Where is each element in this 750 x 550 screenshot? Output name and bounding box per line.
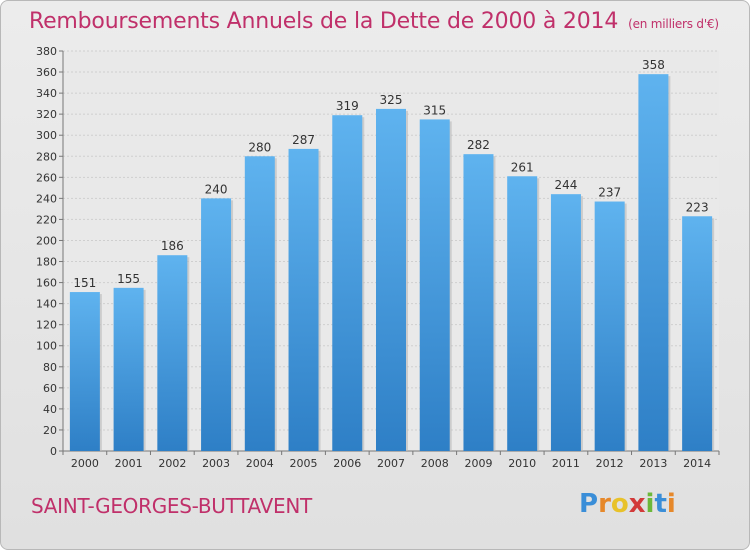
bar-2010 bbox=[507, 176, 538, 451]
value-label-2010: 261 bbox=[511, 160, 534, 174]
bar-2008 bbox=[419, 119, 450, 451]
bar-2011 bbox=[550, 194, 581, 451]
x-tick-label-2006: 2006 bbox=[333, 457, 361, 470]
x-tick-label-2002: 2002 bbox=[158, 457, 186, 470]
logo-letter: i bbox=[645, 489, 655, 519]
y-tick-label: 140 bbox=[36, 298, 57, 311]
bar-2001 bbox=[113, 287, 144, 451]
value-labels: 151 155 186 240 280 287 319 325 315 282 261 244 237 3… bbox=[73, 58, 708, 290]
y-tick-label: 300 bbox=[36, 129, 57, 142]
chart-title-text: Remboursements Annuels de la Dette de 20… bbox=[29, 9, 619, 34]
bar-2013 bbox=[638, 74, 669, 451]
logo-letter: P bbox=[579, 489, 599, 519]
tick-labels: 0 20 40 60 80 100 120 140 160 180 200 220 240 260 280 3… bbox=[36, 45, 711, 470]
x-tick-label-2003: 2003 bbox=[202, 457, 230, 470]
y-tick-label: 380 bbox=[36, 45, 57, 58]
y-tick-label: 280 bbox=[36, 150, 57, 163]
x-tick-label-2001: 2001 bbox=[115, 457, 143, 470]
y-tick-label: 180 bbox=[36, 256, 57, 269]
bars bbox=[69, 74, 715, 452]
x-tick-label-2005: 2005 bbox=[290, 457, 318, 470]
bar-2012 bbox=[594, 201, 625, 451]
logo-letter: r bbox=[598, 489, 611, 519]
value-label-2002: 186 bbox=[161, 239, 184, 253]
y-tick-label: 120 bbox=[36, 319, 57, 332]
value-label-2006: 319 bbox=[336, 99, 359, 113]
x-tick-label-2012: 2012 bbox=[596, 457, 624, 470]
value-label-2009: 282 bbox=[467, 138, 490, 152]
value-label-2000: 151 bbox=[73, 276, 96, 290]
y-tick-label: 220 bbox=[36, 213, 57, 226]
x-tick-label-2010: 2010 bbox=[508, 457, 536, 470]
value-label-2007: 325 bbox=[380, 93, 403, 107]
x-tick-label-2004: 2004 bbox=[246, 457, 274, 470]
logo-letter: x bbox=[628, 489, 646, 519]
y-tick-label: 240 bbox=[36, 192, 57, 205]
commune-name: SAINT-GEORGES-BUTTAVENT bbox=[31, 494, 312, 518]
x-tick-label-2013: 2013 bbox=[639, 457, 667, 470]
x-tick-label-2000: 2000 bbox=[71, 457, 99, 470]
bar-2006 bbox=[332, 115, 363, 452]
y-tick-label: 340 bbox=[36, 87, 57, 100]
bar-2005 bbox=[288, 148, 319, 452]
bar-2000 bbox=[69, 292, 100, 451]
value-label-2012: 237 bbox=[598, 186, 621, 200]
x-tick-label-2008: 2008 bbox=[421, 457, 449, 470]
x-tick-label-2007: 2007 bbox=[377, 457, 405, 470]
bar-2002 bbox=[157, 255, 188, 451]
value-label-2004: 280 bbox=[248, 140, 271, 154]
bar-chart: 151 155 186 240 280 287 319 325 315 282 261 244 237 3… bbox=[36, 45, 720, 470]
y-tick-label: 320 bbox=[36, 108, 57, 121]
y-tick-label: 160 bbox=[36, 277, 57, 290]
bar-2003 bbox=[201, 198, 232, 451]
value-label-2013: 358 bbox=[642, 58, 665, 72]
value-label-2008: 315 bbox=[423, 103, 446, 117]
value-label-2005: 287 bbox=[292, 133, 315, 147]
value-label-2011: 244 bbox=[554, 178, 577, 192]
chart-title: Remboursements Annuels de la Dette de 20… bbox=[29, 9, 719, 34]
bar-2009 bbox=[463, 154, 494, 451]
bar-2004 bbox=[244, 156, 275, 451]
logo-letter: t bbox=[654, 489, 667, 519]
value-label-2003: 240 bbox=[205, 182, 228, 196]
y-tick-label: 20 bbox=[43, 424, 57, 437]
logo-letter: o bbox=[610, 489, 629, 519]
value-label-2001: 155 bbox=[117, 272, 140, 286]
x-tick-label-2009: 2009 bbox=[464, 457, 492, 470]
value-label-2014: 223 bbox=[686, 200, 709, 214]
y-tick-label: 60 bbox=[43, 382, 57, 395]
y-tick-label: 100 bbox=[36, 340, 57, 353]
x-tick-label-2011: 2011 bbox=[552, 457, 580, 470]
y-tick-label: 360 bbox=[36, 66, 57, 79]
bar-2014 bbox=[682, 216, 713, 451]
y-tick-label: 80 bbox=[43, 361, 57, 374]
proxiti-logo: Proxiti bbox=[579, 489, 676, 519]
unit-note: (en milliers d'€) bbox=[628, 17, 719, 31]
y-tick-label: 260 bbox=[36, 171, 57, 184]
y-tick-label: 0 bbox=[50, 445, 57, 458]
y-tick-label: 200 bbox=[36, 234, 57, 247]
logo-letter: i bbox=[666, 489, 676, 519]
bar-2007 bbox=[376, 108, 406, 451]
y-tick-label: 40 bbox=[43, 403, 57, 416]
x-tick-label-2014: 2014 bbox=[683, 457, 711, 470]
